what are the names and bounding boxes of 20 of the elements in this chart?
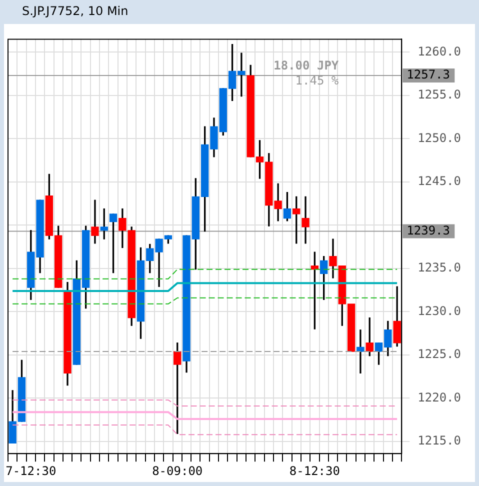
- y-tick-label: 1225.0: [418, 347, 462, 362]
- y-tick-label: 1260.0: [418, 44, 462, 58]
- ref-line-label: 1239.3: [406, 223, 450, 238]
- chart-title: S.JP.J7752, 10 Min: [21, 3, 130, 20]
- y-tick-label: 1230.0: [418, 304, 462, 318]
- y-tick-label: 1215.0: [418, 434, 462, 448]
- y-tick-label: 1220.0: [418, 390, 462, 404]
- x-tick-label: 7-12:30: [6, 464, 56, 478]
- annotation: 1.45 %: [295, 74, 340, 88]
- candlestick: [91, 200, 99, 244]
- x-tick-label: 8-12:30: [289, 464, 340, 478]
- x-tick-label: 8-09:00: [152, 464, 203, 478]
- candlestick: [356, 330, 364, 374]
- y-tick-label: 1235.0: [418, 260, 462, 275]
- candlestick: [302, 196, 310, 244]
- ref-line-label: 1257.3: [406, 68, 450, 82]
- y-tick-label: 1255.0: [418, 88, 462, 102]
- y-tick-label: 1250.0: [418, 130, 462, 145]
- y-tick-label: 1245.0: [418, 174, 462, 188]
- annotation: 18.00 JPY: [274, 58, 340, 73]
